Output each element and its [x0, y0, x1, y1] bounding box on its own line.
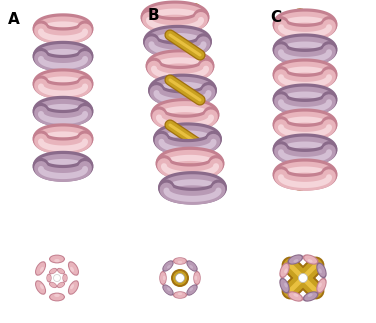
Ellipse shape	[46, 274, 52, 282]
Ellipse shape	[54, 259, 60, 262]
Ellipse shape	[49, 293, 65, 301]
Ellipse shape	[162, 284, 174, 296]
Ellipse shape	[162, 260, 174, 272]
Ellipse shape	[284, 283, 288, 287]
Ellipse shape	[68, 261, 79, 276]
Ellipse shape	[69, 262, 78, 275]
Text: A: A	[8, 12, 20, 27]
Ellipse shape	[303, 254, 318, 265]
Ellipse shape	[167, 265, 171, 269]
Ellipse shape	[186, 284, 198, 296]
Ellipse shape	[304, 255, 317, 264]
Ellipse shape	[68, 280, 79, 295]
Ellipse shape	[173, 291, 187, 299]
Ellipse shape	[70, 267, 74, 272]
Ellipse shape	[40, 267, 44, 272]
Ellipse shape	[308, 259, 312, 263]
Circle shape	[171, 269, 189, 287]
Ellipse shape	[49, 268, 57, 274]
Ellipse shape	[57, 268, 65, 274]
Ellipse shape	[163, 286, 173, 295]
Ellipse shape	[193, 271, 201, 285]
Ellipse shape	[40, 284, 44, 289]
Ellipse shape	[58, 283, 64, 287]
Ellipse shape	[63, 275, 67, 281]
Ellipse shape	[50, 269, 56, 274]
Ellipse shape	[174, 258, 186, 264]
Ellipse shape	[35, 280, 46, 295]
Ellipse shape	[49, 255, 65, 263]
Ellipse shape	[308, 293, 312, 297]
Ellipse shape	[317, 279, 326, 292]
Ellipse shape	[50, 283, 56, 287]
Ellipse shape	[174, 292, 186, 298]
Ellipse shape	[279, 278, 290, 294]
Ellipse shape	[35, 261, 46, 276]
Ellipse shape	[69, 281, 78, 294]
Ellipse shape	[317, 264, 326, 277]
Ellipse shape	[58, 269, 64, 274]
Ellipse shape	[50, 294, 64, 300]
Ellipse shape	[194, 276, 197, 280]
Ellipse shape	[190, 287, 193, 291]
Ellipse shape	[293, 259, 299, 263]
Ellipse shape	[187, 286, 197, 295]
Ellipse shape	[316, 262, 327, 278]
Ellipse shape	[70, 284, 74, 289]
Circle shape	[173, 271, 187, 285]
Ellipse shape	[178, 261, 182, 264]
Ellipse shape	[36, 281, 45, 294]
Ellipse shape	[173, 257, 187, 265]
Ellipse shape	[304, 292, 317, 301]
Ellipse shape	[284, 268, 288, 273]
Ellipse shape	[303, 291, 318, 302]
Ellipse shape	[279, 262, 290, 278]
Ellipse shape	[318, 268, 322, 273]
Ellipse shape	[194, 272, 200, 284]
Ellipse shape	[287, 254, 303, 265]
Ellipse shape	[289, 292, 302, 301]
Ellipse shape	[316, 278, 327, 294]
Ellipse shape	[163, 261, 173, 271]
Circle shape	[176, 274, 185, 283]
Ellipse shape	[54, 294, 60, 297]
Ellipse shape	[159, 271, 167, 285]
Circle shape	[299, 274, 308, 283]
Ellipse shape	[57, 282, 65, 288]
Text: C: C	[270, 10, 281, 25]
Ellipse shape	[163, 276, 165, 280]
Ellipse shape	[47, 275, 51, 281]
Ellipse shape	[62, 274, 68, 282]
Ellipse shape	[50, 255, 64, 262]
Ellipse shape	[187, 261, 197, 271]
Ellipse shape	[280, 264, 289, 277]
Ellipse shape	[178, 293, 182, 295]
Ellipse shape	[287, 291, 303, 302]
Ellipse shape	[49, 282, 57, 288]
Ellipse shape	[289, 255, 302, 264]
Ellipse shape	[160, 272, 166, 284]
Ellipse shape	[167, 287, 171, 291]
Ellipse shape	[318, 283, 322, 287]
Ellipse shape	[190, 265, 193, 269]
Ellipse shape	[293, 293, 299, 297]
Ellipse shape	[280, 279, 289, 292]
Circle shape	[53, 275, 61, 282]
Ellipse shape	[36, 262, 45, 275]
Ellipse shape	[186, 260, 198, 272]
Text: B: B	[148, 8, 160, 23]
